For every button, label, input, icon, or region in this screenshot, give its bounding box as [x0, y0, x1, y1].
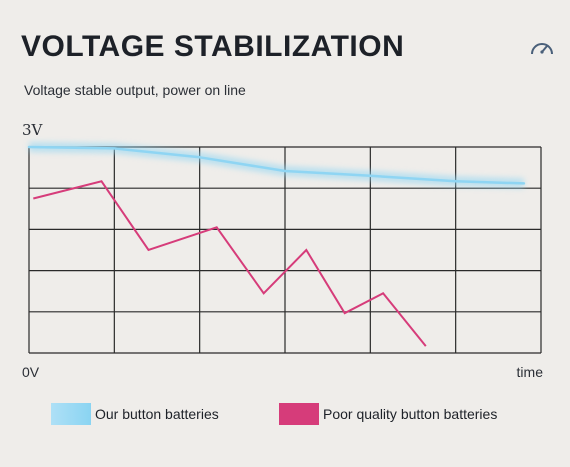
legend-swatch-pink [279, 403, 319, 425]
y-axis-top-label: 3V [22, 121, 43, 139]
chart-title: VOLTAGE STABILIZATION [21, 30, 405, 63]
legend-label-poor-batteries: Poor quality button batteries [323, 406, 498, 422]
legend-label-our-batteries: Our button batteries [95, 406, 219, 422]
series-line-our-batteries [27, 145, 526, 185]
x-axis-label: time [516, 364, 543, 380]
series-line-poor-batteries [33, 180, 427, 347]
series-group [27, 142, 526, 347]
legend-item-poor-batteries: Poor quality button batteries [279, 403, 497, 425]
y-axis-bottom-label: 0V [22, 364, 40, 380]
series-line-our-batteries-glow [28, 142, 525, 189]
chart-subtitle: Voltage stable output, power on line [24, 82, 246, 98]
legend-item-our-batteries: Our button batteries [51, 403, 219, 425]
legend-swatch-blue [51, 403, 91, 425]
gauge-icon [531, 43, 553, 55]
